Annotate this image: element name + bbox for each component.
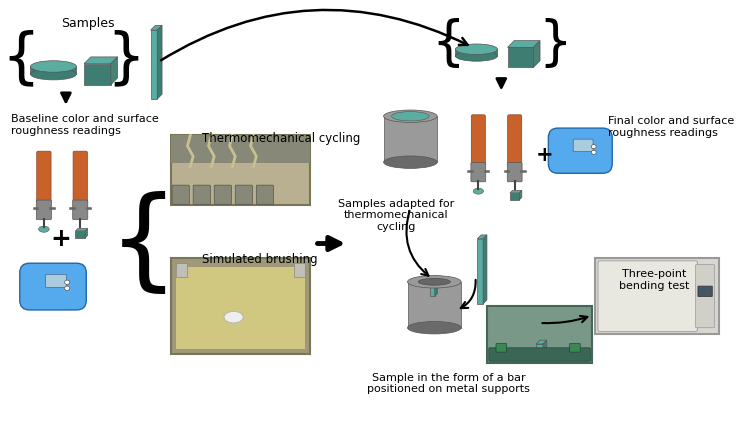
Ellipse shape — [383, 110, 437, 123]
Polygon shape — [383, 116, 437, 162]
FancyBboxPatch shape — [256, 185, 274, 204]
FancyBboxPatch shape — [193, 185, 210, 204]
Polygon shape — [84, 57, 118, 64]
Ellipse shape — [65, 280, 70, 285]
FancyBboxPatch shape — [570, 344, 581, 352]
Ellipse shape — [591, 150, 596, 155]
FancyBboxPatch shape — [548, 128, 612, 173]
FancyBboxPatch shape — [696, 264, 714, 328]
FancyBboxPatch shape — [45, 274, 67, 288]
Text: Three-point
bending test: Three-point bending test — [619, 269, 689, 291]
FancyBboxPatch shape — [37, 151, 51, 203]
Polygon shape — [455, 49, 497, 56]
FancyBboxPatch shape — [176, 263, 187, 277]
Text: }: } — [107, 29, 146, 88]
FancyBboxPatch shape — [36, 200, 51, 220]
Ellipse shape — [455, 44, 497, 55]
Polygon shape — [510, 190, 522, 193]
Polygon shape — [507, 41, 540, 47]
FancyBboxPatch shape — [489, 348, 590, 361]
Polygon shape — [507, 47, 533, 67]
FancyBboxPatch shape — [471, 163, 486, 182]
Polygon shape — [519, 190, 522, 200]
FancyBboxPatch shape — [487, 306, 592, 363]
FancyBboxPatch shape — [214, 185, 231, 204]
Polygon shape — [150, 30, 157, 99]
Ellipse shape — [39, 226, 49, 232]
FancyBboxPatch shape — [73, 151, 88, 203]
Text: {: { — [2, 29, 40, 88]
FancyBboxPatch shape — [598, 261, 698, 332]
Ellipse shape — [591, 144, 596, 149]
Polygon shape — [536, 344, 543, 352]
Polygon shape — [30, 67, 76, 74]
Ellipse shape — [455, 51, 497, 61]
FancyBboxPatch shape — [507, 115, 522, 165]
FancyBboxPatch shape — [573, 139, 593, 152]
Text: Baseline color and surface
roughness readings: Baseline color and surface roughness rea… — [11, 115, 159, 136]
Polygon shape — [543, 340, 547, 352]
Polygon shape — [171, 136, 310, 163]
FancyBboxPatch shape — [171, 136, 310, 205]
Polygon shape — [477, 239, 483, 304]
FancyBboxPatch shape — [595, 258, 720, 334]
Ellipse shape — [224, 312, 243, 323]
Text: {: { — [431, 18, 464, 69]
Text: Simulated brushing: Simulated brushing — [202, 253, 318, 266]
Polygon shape — [76, 229, 88, 231]
Polygon shape — [533, 41, 540, 67]
Polygon shape — [176, 267, 305, 349]
Polygon shape — [150, 25, 162, 30]
Text: }: } — [81, 185, 152, 292]
FancyBboxPatch shape — [698, 286, 712, 297]
Ellipse shape — [383, 156, 437, 168]
FancyBboxPatch shape — [293, 263, 305, 277]
Ellipse shape — [473, 188, 484, 194]
Ellipse shape — [407, 322, 461, 334]
Text: +: + — [535, 144, 553, 165]
FancyBboxPatch shape — [496, 344, 507, 352]
Polygon shape — [510, 193, 519, 200]
FancyBboxPatch shape — [235, 185, 253, 204]
Polygon shape — [536, 340, 547, 344]
Polygon shape — [157, 25, 162, 99]
Ellipse shape — [392, 112, 429, 121]
FancyBboxPatch shape — [172, 185, 189, 204]
Text: Sample in the form of a bar
positioned on metal supports: Sample in the form of a bar positioned o… — [367, 373, 530, 394]
Polygon shape — [111, 57, 118, 85]
Polygon shape — [477, 235, 487, 239]
Ellipse shape — [418, 278, 451, 285]
Text: Thermomechanical cycling: Thermomechanical cycling — [202, 131, 360, 144]
Ellipse shape — [407, 276, 461, 288]
FancyBboxPatch shape — [73, 200, 88, 220]
Polygon shape — [435, 276, 438, 296]
FancyBboxPatch shape — [20, 263, 86, 310]
Ellipse shape — [30, 61, 76, 72]
Text: Samples: Samples — [61, 17, 115, 30]
Text: Samples adapted for
thermomechanical
cycling: Samples adapted for thermomechanical cyc… — [338, 199, 454, 232]
FancyBboxPatch shape — [471, 115, 485, 165]
Polygon shape — [85, 229, 88, 238]
Text: Final color and surface
roughness readings: Final color and surface roughness readin… — [609, 116, 735, 138]
FancyBboxPatch shape — [507, 163, 522, 182]
Polygon shape — [407, 282, 461, 328]
FancyBboxPatch shape — [171, 258, 310, 354]
Text: +: + — [51, 227, 72, 251]
Polygon shape — [483, 235, 487, 304]
Polygon shape — [84, 64, 111, 85]
Polygon shape — [430, 276, 438, 279]
Polygon shape — [430, 279, 435, 296]
Ellipse shape — [65, 286, 70, 290]
Text: }: } — [538, 18, 572, 69]
Ellipse shape — [30, 68, 76, 80]
Polygon shape — [76, 231, 85, 238]
